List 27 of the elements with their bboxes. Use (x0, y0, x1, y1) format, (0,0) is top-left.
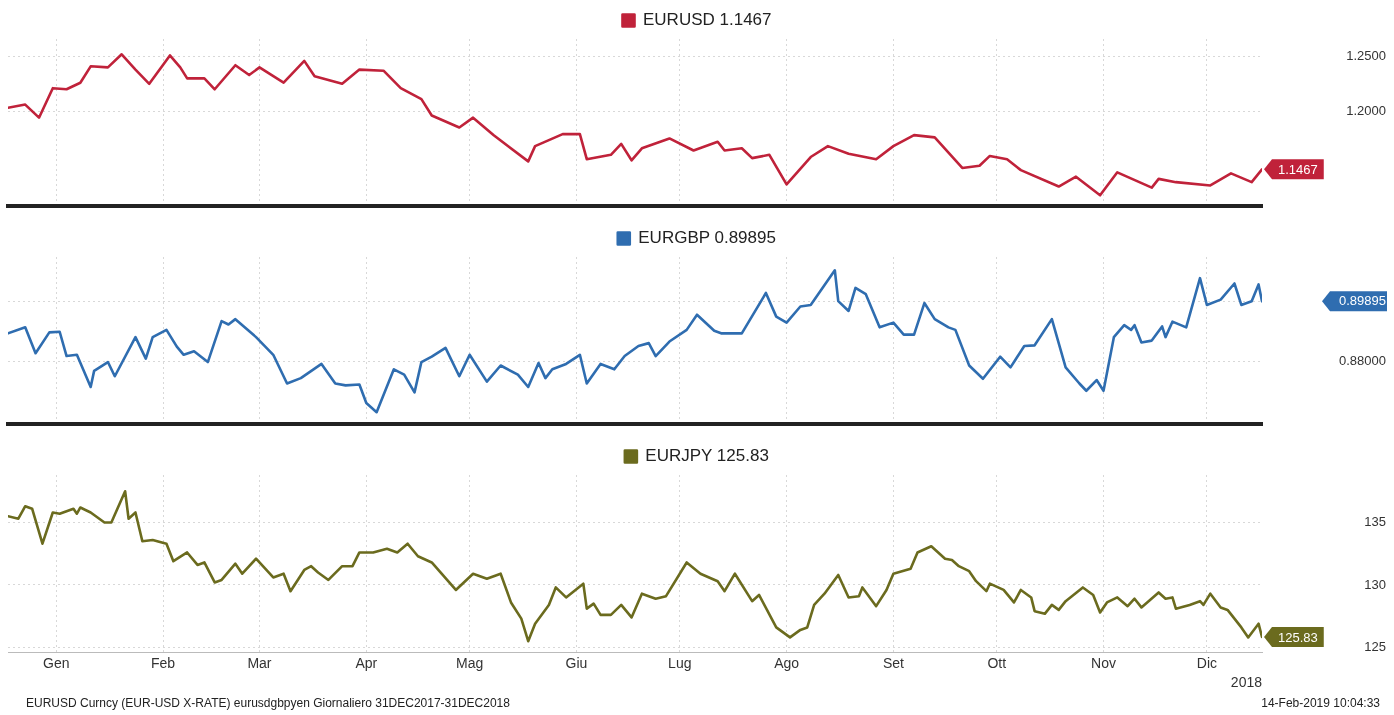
x-axis-title: 2018 (1230, 674, 1263, 691)
x-tick-label: Set (882, 654, 904, 671)
text: EURUSD Curncy (EUR-USD X-RATE) eurusdgbpyen Giornaliero 31DEC2017-31DEC2018 (26, 695, 510, 712)
data-label: 125.83 (1278, 629, 1318, 645)
x-tick-label: Ott (987, 654, 1007, 671)
y-tick-label: 135 (1364, 514, 1386, 530)
text: 14-Feb-2019 10:04:33 (1261, 695, 1380, 712)
x-tick-label: Ago (774, 654, 800, 671)
legend-label: EURGBP 0.89895 (638, 228, 776, 248)
x-tick-label: Dic (1196, 654, 1217, 671)
x-tick-label: Feb (150, 654, 176, 671)
x-tick-label: Giu (565, 654, 588, 671)
x-tick-label: Gen (43, 654, 70, 671)
x-tick-label: Nov (1091, 654, 1116, 671)
y-tick-label: 130 (1364, 576, 1386, 592)
y-tick-label: 125 (1364, 638, 1386, 654)
y-tick-label: 1.2000 (1346, 102, 1386, 118)
legend-label: EURJPY 125.83 (645, 446, 769, 466)
y-tick-label: 0.88000 (1339, 352, 1386, 368)
y-tick-label: 1.2500 (1346, 48, 1386, 64)
x-tick-label: Mag (456, 654, 484, 671)
x-tick-label: Apr (355, 654, 378, 671)
x-tick-label: Lug (668, 654, 692, 671)
data-label: 1.1467 (1278, 161, 1318, 177)
legend-label: EURUSD 1.1467 (643, 10, 772, 30)
x-tick-label: Mar (247, 654, 272, 671)
y-tick-label: 0.89895 (1339, 292, 1386, 308)
